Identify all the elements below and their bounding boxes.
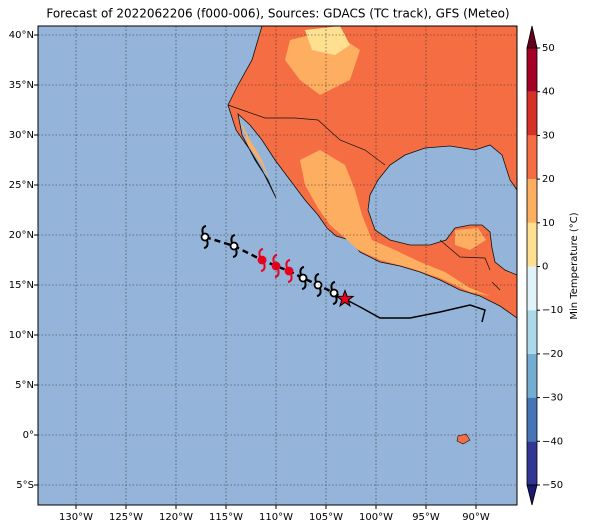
x-tick-label: 95°W [412, 512, 440, 523]
map-title: Forecast of 2022062206 (f000-006), Sourc… [46, 7, 509, 21]
y-tick-label: 40°N [9, 30, 34, 41]
storm-symbol [257, 248, 267, 272]
x-tick-label: 125°W [109, 512, 143, 523]
storm-arm [203, 239, 209, 249]
current-position [335, 289, 355, 308]
colorbar-tick-label: 20 [542, 174, 555, 185]
storm-symbol [271, 254, 281, 278]
x-tick-label: 110°W [259, 512, 293, 523]
island [456, 433, 471, 445]
storm-arm [274, 268, 280, 278]
storm-eye [271, 261, 281, 271]
storm-eye [257, 255, 267, 265]
land-mild [300, 150, 490, 296]
storm-eye [200, 232, 210, 242]
storm-symbol [284, 259, 294, 283]
y-tick-label: 5°S [16, 480, 34, 491]
colorbar-band [527, 397, 537, 442]
colorbar-tick-label: −30 [542, 393, 563, 404]
y-tick-label: 0° [23, 430, 34, 441]
colorbar-band [527, 310, 537, 354]
colorbar-tick-label: −40 [542, 436, 563, 447]
storm-arm [285, 259, 291, 269]
graticule [38, 26, 517, 505]
land-mild [240, 120, 270, 180]
storm-arm [258, 248, 264, 258]
colorbar-band [527, 48, 537, 92]
track [200, 225, 355, 308]
y-tick-label: 30°N [9, 130, 34, 141]
storm-eye [298, 273, 308, 283]
colorbar-label: Min Temperature (°C) [569, 212, 580, 319]
colorbar-tick-label: 10 [542, 218, 555, 229]
x-tick-label: 130°W [59, 512, 93, 523]
y-tick-label: 25°N [9, 180, 34, 191]
x-tick-label: 115°W [209, 512, 243, 523]
colorbar-band [527, 266, 537, 311]
storm-arm [301, 280, 307, 290]
colorbar-tick-label: −50 [542, 480, 563, 491]
storm-arm [299, 266, 305, 276]
x-tick-label: 90°W [462, 512, 490, 523]
y-tick-label: 15°N [9, 280, 34, 291]
colorbar-band [527, 441, 537, 485]
storm-arm [272, 254, 278, 264]
y-tick-label: 20°N [9, 230, 34, 241]
storm-arm [260, 262, 266, 272]
colorbar-tick-label: 0 [542, 262, 548, 273]
wind-swath [344, 298, 486, 323]
storm-arm [330, 281, 336, 291]
land [227, 26, 517, 319]
colorbar-tick-label: −10 [542, 305, 563, 316]
storm-symbol [329, 281, 339, 305]
storm-eye [329, 288, 339, 298]
land-mild [455, 228, 486, 250]
x-tick-label: 100°W [359, 512, 393, 523]
colorbar-tick-label: 30 [542, 130, 555, 141]
y-tick-label: 5°N [15, 380, 34, 391]
y-tick-label: 35°N [9, 80, 34, 91]
colorbar-extend-max [526, 25, 538, 49]
border [227, 104, 501, 291]
colorbar-band [527, 135, 537, 180]
x-tick-label: 105°W [309, 512, 343, 523]
colorbar-tick-label: −20 [542, 349, 563, 360]
map-area [38, 26, 517, 505]
storm-arm [232, 248, 238, 258]
storm-symbol [229, 234, 239, 258]
storm-eye [284, 266, 294, 276]
map-frame [37, 25, 518, 506]
storm-arm [332, 295, 338, 305]
colorbar-band [527, 91, 537, 136]
y-tick-label: 10°N [9, 330, 34, 341]
colorbar-band [527, 222, 537, 267]
land-warm [305, 26, 350, 55]
colorbar-tick-label: 50 [542, 43, 555, 54]
colorbar-tick-label: 40 [542, 87, 555, 98]
storm-symbol [298, 266, 308, 290]
x-tick-label: 120°W [159, 512, 193, 523]
colorbar-band [527, 179, 537, 223]
storm-eye [229, 241, 239, 251]
colorbar-extend-min [526, 484, 538, 506]
storm-arm [314, 273, 320, 283]
colorbar-band [527, 353, 537, 398]
storm-arm [287, 273, 293, 283]
storm-arm [201, 225, 207, 235]
colorbar: 50 40 30 20 10 0 −10 −20 −30 −40 −50 [526, 25, 563, 506]
storm-arm [316, 287, 322, 297]
